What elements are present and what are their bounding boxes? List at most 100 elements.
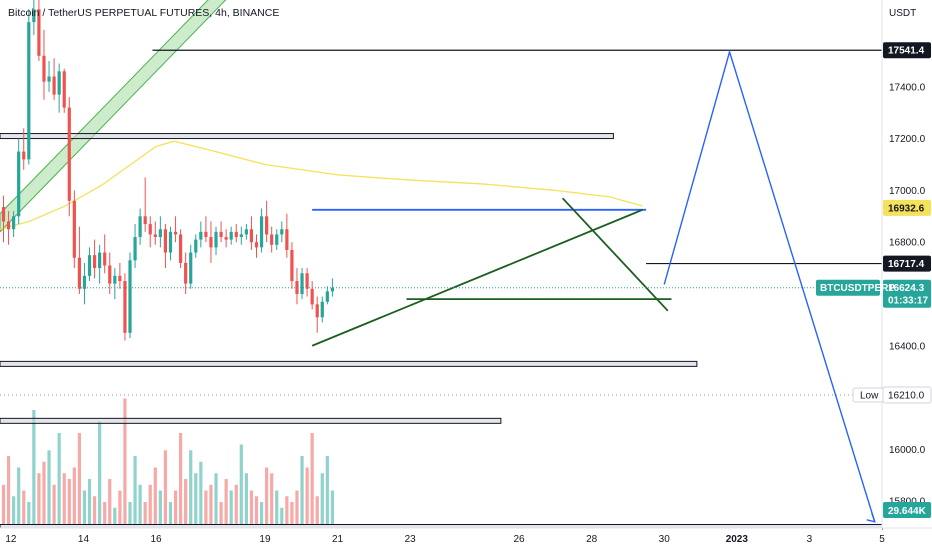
candle — [77, 257, 81, 289]
candle — [305, 273, 309, 289]
candle — [325, 291, 329, 302]
volume-bar — [189, 450, 193, 525]
symbol-label-bg — [816, 279, 880, 296]
time-tick-label: 23 — [405, 534, 417, 545]
candle — [173, 231, 178, 235]
candle — [280, 229, 284, 235]
candle — [27, 22, 31, 160]
candle — [98, 252, 102, 269]
candle — [128, 260, 132, 333]
volume-bar — [315, 496, 319, 525]
candle — [229, 231, 233, 240]
triangle-pattern[interactable] — [311, 197, 672, 347]
volume-bar — [148, 484, 152, 525]
volume-bar — [184, 479, 188, 525]
volume-bar — [239, 444, 243, 525]
volume-tag-bg — [883, 502, 931, 518]
horizontal-levels[interactable] — [0, 49, 883, 530]
candle — [37, 9, 41, 56]
last-price-tag: 16624.3 — [888, 283, 925, 294]
candle — [265, 216, 269, 235]
volume-bar — [194, 473, 198, 525]
volume-bar — [98, 421, 102, 525]
volume-bars — [1, 398, 334, 525]
candle — [168, 231, 173, 253]
candle — [62, 71, 66, 108]
volume-bar — [199, 461, 203, 525]
candle — [204, 231, 208, 238]
symbol-label: BTCUSDTPERP — [820, 283, 895, 294]
candle — [12, 216, 16, 230]
volume-bar — [138, 484, 142, 525]
level-box — [0, 360, 698, 367]
volume-bar — [77, 433, 81, 525]
time-tick-label: 5 — [879, 534, 885, 545]
volume-bar — [62, 473, 66, 525]
ema-line — [0, 140, 643, 230]
candle — [270, 234, 274, 245]
volume-bar — [47, 450, 51, 525]
volume-bar — [305, 467, 309, 525]
ascending-channel[interactable] — [0, 0, 519, 233]
candle — [254, 242, 259, 248]
last-price-bg — [883, 279, 931, 308]
volume-bar — [295, 490, 299, 525]
volume-bar — [133, 456, 137, 525]
volume-bar — [290, 502, 294, 525]
volume-bar — [249, 490, 254, 525]
time-tick-label: 3 — [807, 534, 813, 545]
time-ticks: 12 14 16 19 21 23 26 28 30 2023 3 5 — [5, 534, 885, 545]
candles — [1, 0, 334, 341]
time-tick-label: 28 — [586, 534, 598, 545]
volume-bar — [244, 473, 248, 525]
level-box — [0, 417, 502, 424]
forecast-path[interactable] — [663, 49, 876, 523]
volume-bar — [234, 484, 238, 525]
price-tick-label: 17200.0 — [889, 134, 926, 145]
volume-bar — [6, 456, 11, 525]
volume-tag: 29.644K — [888, 506, 927, 517]
volume-bar — [179, 433, 183, 525]
volume-bar — [42, 461, 46, 525]
volume-bar — [67, 479, 71, 525]
resistance-top-tag-bg — [883, 42, 931, 59]
volume-bar — [204, 490, 208, 525]
candle — [87, 255, 92, 276]
volume-bar — [52, 484, 56, 525]
time-tick-label: 2023 — [726, 534, 749, 545]
volume-bar — [209, 484, 213, 525]
candle — [82, 275, 87, 289]
volume-bar — [82, 490, 87, 525]
low-value-tag: 16210.0 — [888, 390, 925, 401]
candle — [57, 71, 61, 95]
ema-value-tag-bg — [883, 199, 931, 216]
candle — [143, 216, 147, 225]
volume-bar — [12, 496, 16, 525]
volume-bar — [1, 484, 6, 525]
price-tick-label: 17000.0 — [889, 186, 926, 197]
candle — [179, 234, 183, 263]
candle — [1, 206, 6, 222]
candle — [219, 231, 223, 238]
candle — [320, 301, 324, 318]
volume-bar — [123, 398, 127, 525]
candle — [295, 281, 299, 294]
time-tick-label: 26 — [513, 534, 525, 545]
candle — [249, 229, 254, 243]
resistance-mid-tag: 16717.4 — [888, 259, 925, 270]
volume-bar — [300, 456, 304, 525]
volume-bar — [87, 479, 92, 525]
volume-bar — [224, 479, 228, 525]
time-axis[interactable] — [0, 528, 882, 550]
volume-bar — [118, 490, 122, 525]
channel-band — [0, 0, 227, 233]
triangle-support-line — [311, 209, 643, 347]
candle — [209, 237, 213, 248]
volume-bar — [254, 496, 259, 525]
volume-bar — [92, 496, 97, 525]
candle — [214, 231, 218, 248]
volume-bar — [143, 502, 147, 525]
candle — [133, 237, 137, 261]
low-label: Low — [860, 390, 879, 401]
